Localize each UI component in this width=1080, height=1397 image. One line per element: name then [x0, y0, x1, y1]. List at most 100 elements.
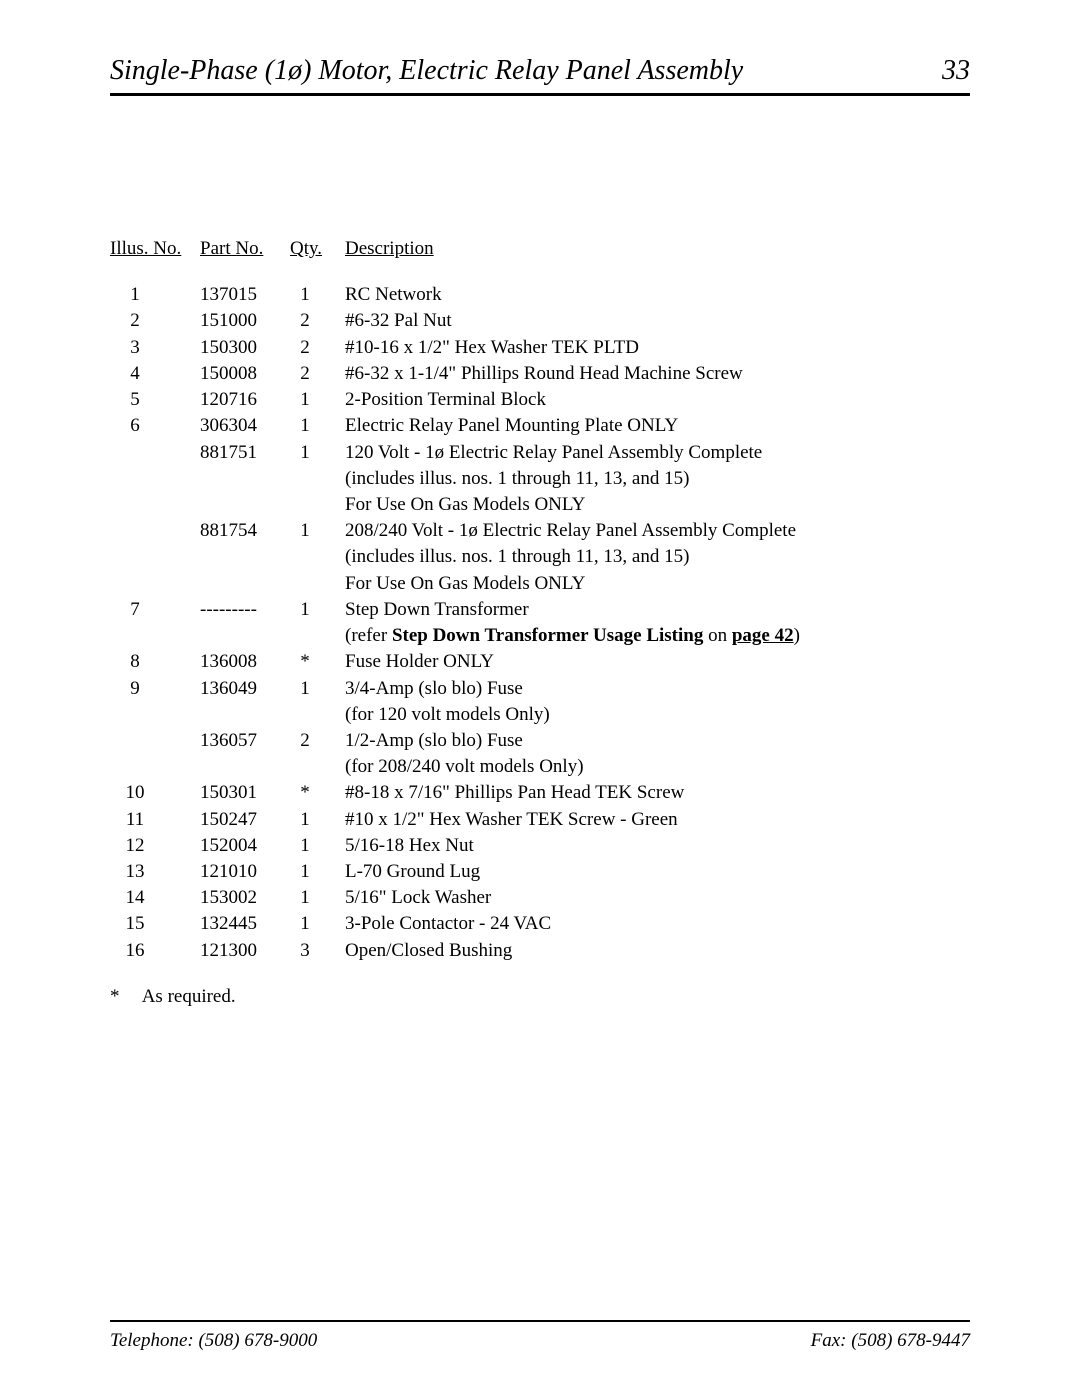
table-row: 7---------1Step Down Transformer(refer S… — [110, 597, 970, 649]
cell-illus: 10 — [110, 780, 200, 806]
cell-illus — [110, 518, 200, 597]
cell-qty: 1 — [290, 676, 345, 728]
table-row: 31503002#10-16 x 1/2" Hex Washer TEK PLT… — [110, 335, 970, 361]
cell-illus: 1 — [110, 282, 200, 308]
cell-qty: 2 — [290, 308, 345, 334]
cell-illus: 15 — [110, 911, 200, 937]
description-line: #8-18 x 7/16" Phillips Pan Head TEK Scre… — [345, 780, 970, 806]
cell-qty: 1 — [290, 807, 345, 833]
table-row: 21510002#6-32 Pal Nut — [110, 308, 970, 334]
description-line: #6-32 x 1-1/4" Phillips Round Head Machi… — [345, 361, 970, 387]
cell-part: 120716 — [200, 387, 290, 413]
cell-illus — [110, 728, 200, 780]
description-line: #6-32 Pal Nut — [345, 308, 970, 334]
cell-illus: 4 — [110, 361, 200, 387]
cell-part: 121010 — [200, 859, 290, 885]
cell-part: 152004 — [200, 833, 290, 859]
cell-qty: * — [290, 780, 345, 806]
cell-description: #6-32 x 1-1/4" Phillips Round Head Machi… — [345, 361, 970, 387]
cell-description: Electric Relay Panel Mounting Plate ONLY — [345, 413, 970, 439]
cell-part: 150301 — [200, 780, 290, 806]
cell-part: 132445 — [200, 911, 290, 937]
cell-part: 136057 — [200, 728, 290, 780]
cell-description: 5/16" Lock Washer — [345, 885, 970, 911]
parts-table: Illus. No. Part No. Qty. Description 113… — [110, 236, 970, 964]
cell-part: 137015 — [200, 282, 290, 308]
cell-qty: 1 — [290, 413, 345, 439]
cell-illus: 8 — [110, 649, 200, 675]
cell-qty: 1 — [290, 440, 345, 519]
cell-part: 151000 — [200, 308, 290, 334]
col-header-illus: Illus. No. — [110, 238, 181, 259]
description-line: #10 x 1/2" Hex Washer TEK Screw - Green — [345, 807, 970, 833]
table-row: 1415300215/16" Lock Washer — [110, 885, 970, 911]
cell-qty: 1 — [290, 597, 345, 649]
col-header-part: Part No. — [200, 238, 263, 259]
cell-description: 3/4-Amp (slo blo) Fuse(for 120 volt mode… — [345, 676, 970, 728]
table-row: 8817511120 Volt - 1ø Electric Relay Pane… — [110, 440, 970, 519]
table-row: 1215200415/16-18 Hex Nut — [110, 833, 970, 859]
cell-qty: 2 — [290, 335, 345, 361]
col-header-qty: Qty. — [290, 238, 322, 259]
cell-qty: 2 — [290, 361, 345, 387]
page: Single-Phase (1ø) Motor, Electric Relay … — [0, 0, 1080, 1397]
cell-description: 3-Pole Contactor - 24 VAC — [345, 911, 970, 937]
cell-description: Step Down Transformer(refer Step Down Tr… — [345, 597, 970, 649]
cell-qty: 2 — [290, 728, 345, 780]
cell-part: 881751 — [200, 440, 290, 519]
table-row: 1513244513-Pole Contactor - 24 VAC — [110, 911, 970, 937]
table-row: 63063041Electric Relay Panel Mounting Pl… — [110, 413, 970, 439]
cell-illus: 6 — [110, 413, 200, 439]
cell-qty: * — [290, 649, 345, 675]
cell-illus: 16 — [110, 938, 200, 964]
cell-qty: 1 — [290, 282, 345, 308]
cell-illus: 9 — [110, 676, 200, 728]
cell-description: #10 x 1/2" Hex Washer TEK Screw - Green — [345, 807, 970, 833]
footer-telephone: Telephone: (508) 678-9000 — [110, 1330, 317, 1352]
footnote-text: As required. — [142, 986, 236, 1007]
cell-illus: 2 — [110, 308, 200, 334]
cell-qty: 1 — [290, 911, 345, 937]
cell-description: 208/240 Volt - 1ø Electric Relay Panel A… — [345, 518, 970, 597]
description-line: (includes illus. nos. 1 through 11, 13, … — [345, 544, 970, 570]
description-line: 120 Volt - 1ø Electric Relay Panel Assem… — [345, 440, 970, 466]
table-row: 13605721/2-Amp (slo blo) Fuse(for 208/24… — [110, 728, 970, 780]
table-row: 8817541208/240 Volt - 1ø Electric Relay … — [110, 518, 970, 597]
cell-qty: 1 — [290, 885, 345, 911]
cell-description: RC Network — [345, 282, 970, 308]
footnote-marker: * — [110, 986, 138, 1008]
description-line: 208/240 Volt - 1ø Electric Relay Panel A… — [345, 518, 970, 544]
description-line: (refer Step Down Transformer Usage Listi… — [345, 623, 970, 649]
cell-qty: 3 — [290, 938, 345, 964]
cell-description: L-70 Ground Lug — [345, 859, 970, 885]
cell-illus: 7 — [110, 597, 200, 649]
cell-description: 120 Volt - 1ø Electric Relay Panel Assem… — [345, 440, 970, 519]
description-bold: Step Down Transformer Usage Listing — [392, 625, 703, 646]
table-row: 41500082#6-32 x 1-1/4" Phillips Round He… — [110, 361, 970, 387]
cell-illus: 5 — [110, 387, 200, 413]
description-line: (for 208/240 volt models Only) — [345, 754, 970, 780]
page-number: 33 — [942, 55, 970, 87]
footer-rule — [110, 1320, 970, 1322]
description-line: RC Network — [345, 282, 970, 308]
table-row: 913604913/4-Amp (slo blo) Fuse(for 120 v… — [110, 676, 970, 728]
cell-description: Fuse Holder ONLY — [345, 649, 970, 675]
table-row: 8136008*Fuse Holder ONLY — [110, 649, 970, 675]
cell-illus — [110, 440, 200, 519]
cell-part: 150008 — [200, 361, 290, 387]
cell-part: 121300 — [200, 938, 290, 964]
cell-part: 306304 — [200, 413, 290, 439]
cell-description: Open/Closed Bushing — [345, 938, 970, 964]
table-row: 131210101L-70 Ground Lug — [110, 859, 970, 885]
cell-part: --------- — [200, 597, 290, 649]
cell-qty: 1 — [290, 859, 345, 885]
table-row: 111502471#10 x 1/2" Hex Washer TEK Screw… — [110, 807, 970, 833]
description-line: L-70 Ground Lug — [345, 859, 970, 885]
cell-description: #6-32 Pal Nut — [345, 308, 970, 334]
description-line: #10-16 x 1/2" Hex Washer TEK PLTD — [345, 335, 970, 361]
cell-part: 150300 — [200, 335, 290, 361]
cell-qty: 1 — [290, 518, 345, 597]
cell-description: 2-Position Terminal Block — [345, 387, 970, 413]
cell-description: #8-18 x 7/16" Phillips Pan Head TEK Scre… — [345, 780, 970, 806]
cell-description: #10-16 x 1/2" Hex Washer TEK PLTD — [345, 335, 970, 361]
